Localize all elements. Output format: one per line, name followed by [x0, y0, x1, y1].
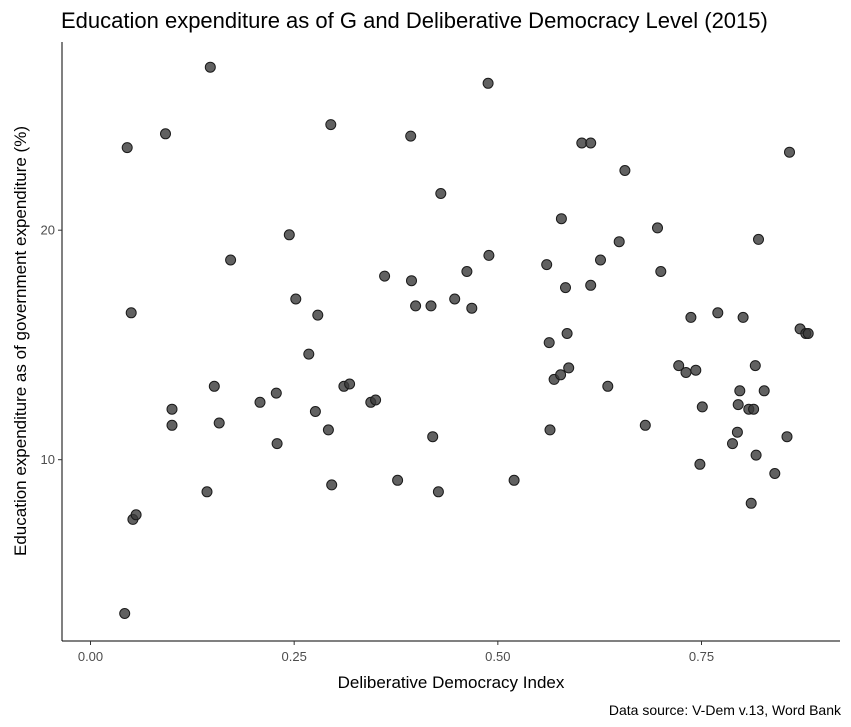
- data-point-9: [204, 61, 216, 73]
- x-tick-label: 0.50: [485, 649, 510, 664]
- data-point-34: [425, 300, 437, 312]
- data-point-16: [271, 438, 283, 450]
- data-point-26: [344, 378, 356, 390]
- data-point-66: [690, 364, 702, 376]
- data-point-42: [483, 249, 495, 261]
- data-point-5: [119, 608, 131, 619]
- data-point-43: [508, 474, 520, 486]
- data-point-64: [680, 367, 692, 378]
- data-point-84: [784, 146, 795, 158]
- data-point-7: [166, 403, 178, 415]
- points-layer: [119, 61, 814, 619]
- x-axis-title: Deliberative Democracy Index: [338, 673, 565, 692]
- data-point-24: [326, 479, 338, 491]
- data-point-41: [482, 77, 494, 89]
- data-point-68: [696, 401, 708, 413]
- data-point-73: [734, 385, 746, 397]
- data-point-76: [745, 497, 757, 509]
- data-point-67: [694, 458, 706, 470]
- data-point-80: [753, 233, 764, 245]
- data-point-13: [225, 254, 237, 266]
- data-point-33: [410, 300, 422, 312]
- data-point-54: [585, 137, 597, 149]
- data-point-51: [561, 328, 573, 339]
- data-point-11: [208, 380, 220, 392]
- data-point-61: [652, 222, 663, 234]
- data-point-36: [432, 486, 444, 498]
- data-point-72: [732, 399, 744, 411]
- data-point-35: [427, 431, 439, 443]
- data-point-8: [166, 419, 178, 431]
- data-point-4: [130, 509, 142, 521]
- y-tick-label: 10: [41, 452, 55, 467]
- data-point-31: [405, 130, 417, 142]
- data-point-32: [406, 275, 417, 287]
- data-point-83: [781, 431, 793, 443]
- data-point-15: [270, 387, 282, 399]
- data-point-81: [758, 385, 770, 397]
- data-point-39: [461, 266, 473, 277]
- data-point-59: [619, 165, 631, 176]
- x-tick-label: 0.75: [689, 649, 714, 664]
- data-point-82: [769, 468, 781, 479]
- data-point-49: [555, 213, 567, 225]
- data-point-20: [309, 406, 321, 417]
- data-point-17: [283, 229, 295, 241]
- data-point-46: [544, 424, 556, 436]
- data-point-38: [449, 293, 461, 305]
- data-point-65: [685, 311, 697, 323]
- data-point-37: [435, 188, 447, 199]
- data-point-12: [213, 417, 225, 429]
- data-point-78: [749, 360, 761, 372]
- data-point-22: [322, 424, 334, 436]
- data-point-40: [466, 302, 478, 314]
- data-point-62: [655, 266, 667, 277]
- y-axis-ticks: 10 20: [41, 223, 62, 467]
- data-point-55: [585, 279, 597, 291]
- y-tick-label: 20: [41, 223, 55, 238]
- data-point-58: [613, 236, 625, 248]
- data-point-1: [121, 142, 133, 154]
- data-point-69: [712, 307, 724, 319]
- data-point-79: [750, 449, 762, 461]
- data-source-caption: Data source: V-Dem v.13, Word Bank: [609, 702, 842, 718]
- y-axis-title: Education expenditure as of government e…: [11, 126, 30, 556]
- data-point-2: [125, 307, 137, 319]
- x-axis-ticks: 0.00 0.25 0.50 0.75: [78, 641, 714, 664]
- x-tick-label: 0.00: [78, 649, 103, 664]
- data-point-44: [541, 259, 553, 271]
- data-point-29: [379, 270, 391, 282]
- data-point-14: [254, 396, 266, 408]
- data-point-28: [370, 394, 382, 406]
- data-point-52: [563, 362, 575, 374]
- data-point-63: [673, 360, 685, 372]
- data-point-19: [303, 348, 315, 360]
- data-point-21: [312, 309, 324, 321]
- data-point-50: [560, 282, 571, 294]
- data-point-30: [392, 474, 404, 486]
- chart-title: Education expenditure as of G and Delibe…: [61, 8, 768, 33]
- x-tick-label: 0.25: [282, 649, 307, 664]
- data-point-74: [737, 311, 749, 323]
- data-point-57: [602, 380, 614, 392]
- data-point-56: [595, 254, 606, 266]
- data-point-18: [290, 293, 302, 305]
- data-point-70: [727, 438, 738, 450]
- data-point-71: [731, 426, 743, 438]
- data-point-23: [325, 119, 337, 131]
- data-point-77: [748, 403, 760, 415]
- data-point-10: [201, 486, 213, 498]
- data-point-6: [160, 128, 171, 140]
- data-point-60: [639, 419, 651, 431]
- data-point-87: [802, 328, 814, 339]
- data-point-48: [555, 369, 567, 381]
- data-point-45: [543, 337, 555, 349]
